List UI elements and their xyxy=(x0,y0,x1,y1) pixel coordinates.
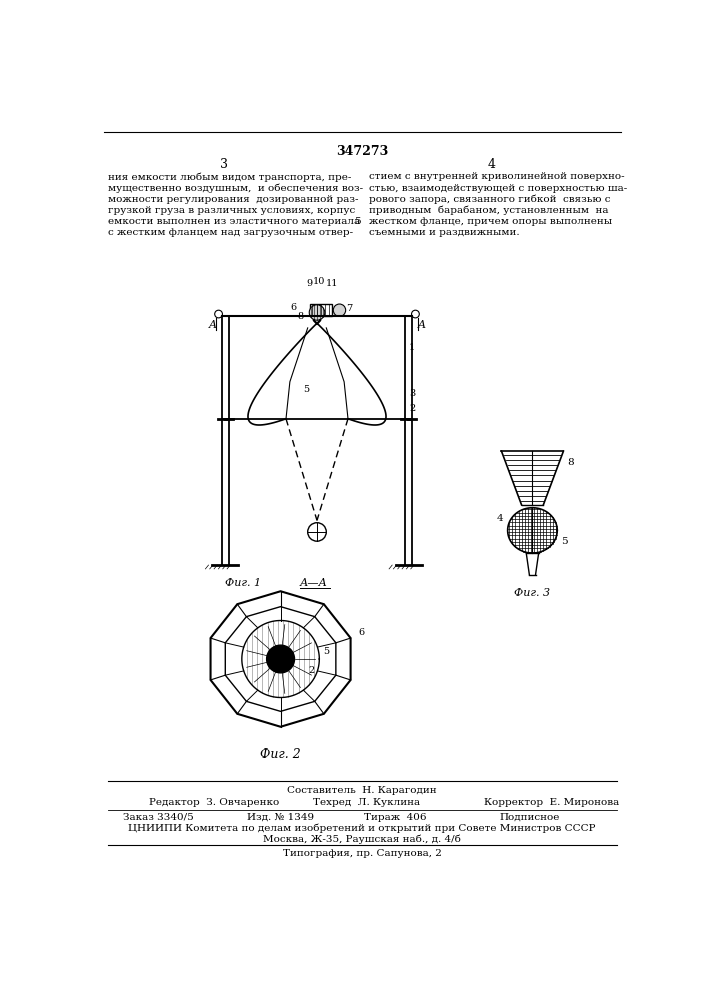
Text: емкости выполнен из эластичного материала: емкости выполнен из эластичного материал… xyxy=(107,217,360,226)
Text: Фиг. 3: Фиг. 3 xyxy=(515,588,551,598)
Text: 4: 4 xyxy=(487,158,496,172)
Text: A: A xyxy=(418,320,426,330)
Text: Подписное: Подписное xyxy=(499,813,559,822)
Text: 11: 11 xyxy=(325,279,338,288)
Text: 2: 2 xyxy=(308,666,315,675)
Circle shape xyxy=(309,305,325,320)
Text: А—А: А—А xyxy=(299,578,327,588)
Text: Тираж  406: Тираж 406 xyxy=(363,813,426,822)
Text: 2: 2 xyxy=(409,404,416,413)
Text: Редактор  З. Овчаренко: Редактор З. Овчаренко xyxy=(149,798,279,807)
Text: 9: 9 xyxy=(306,279,312,288)
Text: стием с внутренней криволинейной поверхно-: стием с внутренней криволинейной поверхн… xyxy=(369,172,624,181)
Text: 347273: 347273 xyxy=(336,145,388,158)
Circle shape xyxy=(267,645,295,673)
Text: 6: 6 xyxy=(290,303,296,312)
Text: Изд. № 1349: Изд. № 1349 xyxy=(247,813,315,822)
Circle shape xyxy=(333,304,346,316)
Text: стью, взаимодействующей с поверхностью ша-: стью, взаимодействующей с поверхностью ш… xyxy=(369,184,627,193)
Text: 5: 5 xyxy=(561,537,568,546)
Text: 1: 1 xyxy=(409,343,416,352)
Text: ЦНИИПИ Комитета по делам изобретений и открытий при Совете Министров СССР: ЦНИИПИ Комитета по делам изобретений и о… xyxy=(128,824,596,833)
Text: 6: 6 xyxy=(358,628,364,637)
Text: 10: 10 xyxy=(313,277,325,286)
Text: 8: 8 xyxy=(567,458,574,467)
Text: 4: 4 xyxy=(497,514,504,523)
Text: рового запора, связанного гибкой  связью с: рового запора, связанного гибкой связью … xyxy=(369,195,610,204)
Text: Типография, пр. Сапунова, 2: Типография, пр. Сапунова, 2 xyxy=(283,849,441,858)
Text: ния емкости любым видом транспорта, пре-: ния емкости любым видом транспорта, пре- xyxy=(107,172,351,182)
Text: Москва, Ж-35, Раушская наб., д. 4/б: Москва, Ж-35, Раушская наб., д. 4/б xyxy=(263,835,461,844)
Text: 7: 7 xyxy=(346,304,352,313)
Text: мущественно воздушным,  и обеспечения воз-: мущественно воздушным, и обеспечения воз… xyxy=(107,184,363,193)
Text: 3: 3 xyxy=(409,389,416,398)
Text: жестком фланце, причем опоры выполнены: жестком фланце, причем опоры выполнены xyxy=(369,217,612,226)
Text: 5: 5 xyxy=(354,217,361,226)
FancyBboxPatch shape xyxy=(310,304,332,316)
Text: Фиг. 1: Фиг. 1 xyxy=(226,578,262,588)
Text: 3: 3 xyxy=(220,158,228,172)
Text: можности регулирования  дозированной раз-: можности регулирования дозированной раз- xyxy=(107,195,358,204)
Text: съемными и раздвижными.: съемными и раздвижными. xyxy=(369,228,520,237)
Text: 5: 5 xyxy=(323,647,329,656)
Text: 5: 5 xyxy=(303,385,309,394)
Text: Заказ 3340/5: Заказ 3340/5 xyxy=(123,813,194,822)
Text: Фиг. 2: Фиг. 2 xyxy=(260,748,301,761)
Text: A: A xyxy=(209,320,216,330)
Text: Корректор  Е. Миронова: Корректор Е. Миронова xyxy=(484,798,619,807)
Text: грузкой груза в различных условиях, корпус: грузкой груза в различных условиях, корп… xyxy=(107,206,355,215)
Text: Составитель  Н. Карагодин: Составитель Н. Карагодин xyxy=(287,786,437,795)
Text: 8: 8 xyxy=(298,312,304,321)
Text: Техред  Л. Куклина: Техред Л. Куклина xyxy=(313,798,420,807)
Text: приводным  барабаном, установленным  на: приводным барабаном, установленным на xyxy=(369,206,609,215)
Text: с жестким фланцем над загрузочным отвер-: с жестким фланцем над загрузочным отвер- xyxy=(107,228,353,237)
